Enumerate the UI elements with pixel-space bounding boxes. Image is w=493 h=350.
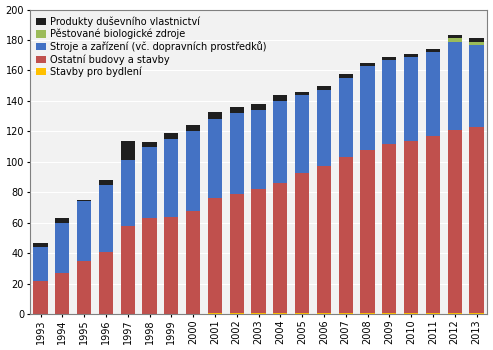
Bar bbox=[339, 313, 353, 314]
Bar bbox=[360, 66, 375, 150]
Bar bbox=[426, 52, 440, 136]
Bar bbox=[469, 38, 484, 42]
Bar bbox=[208, 313, 222, 314]
Bar bbox=[426, 49, 440, 52]
Bar bbox=[186, 211, 200, 314]
Bar bbox=[295, 95, 309, 173]
Bar bbox=[469, 127, 484, 313]
Bar bbox=[426, 136, 440, 313]
Bar bbox=[208, 119, 222, 198]
Bar bbox=[273, 313, 287, 314]
Legend: Produkty duševního vlastnictví, Pěstované biologické zdroje, Stroje a zařízení (: Produkty duševního vlastnictví, Pěstovan… bbox=[35, 14, 269, 79]
Bar bbox=[99, 252, 113, 314]
Bar bbox=[360, 313, 375, 314]
Bar bbox=[121, 141, 135, 160]
Bar bbox=[121, 160, 135, 226]
Bar bbox=[251, 313, 266, 314]
Bar bbox=[208, 112, 222, 119]
Bar bbox=[230, 313, 244, 314]
Bar bbox=[230, 107, 244, 113]
Bar bbox=[339, 78, 353, 157]
Bar bbox=[469, 42, 484, 44]
Bar bbox=[164, 133, 178, 139]
Bar bbox=[142, 142, 157, 147]
Bar bbox=[77, 202, 91, 261]
Bar bbox=[317, 86, 331, 90]
Bar bbox=[448, 130, 462, 313]
Bar bbox=[186, 125, 200, 131]
Bar bbox=[317, 90, 331, 166]
Bar bbox=[448, 42, 462, 130]
Bar bbox=[426, 313, 440, 314]
Bar bbox=[208, 198, 222, 313]
Bar bbox=[251, 189, 266, 313]
Bar bbox=[448, 35, 462, 38]
Bar bbox=[142, 147, 157, 218]
Bar bbox=[360, 63, 375, 66]
Bar bbox=[404, 57, 418, 141]
Bar bbox=[273, 183, 287, 313]
Bar bbox=[404, 313, 418, 314]
Bar bbox=[77, 261, 91, 314]
Bar bbox=[317, 166, 331, 313]
Bar bbox=[295, 313, 309, 314]
Bar bbox=[230, 113, 244, 194]
Bar bbox=[121, 226, 135, 314]
Bar bbox=[34, 243, 48, 247]
Bar bbox=[273, 101, 287, 183]
Bar bbox=[164, 217, 178, 314]
Bar bbox=[273, 95, 287, 101]
Bar bbox=[295, 92, 309, 95]
Bar bbox=[360, 150, 375, 313]
Bar bbox=[469, 44, 484, 127]
Bar bbox=[142, 218, 157, 314]
Bar bbox=[469, 313, 484, 314]
Bar bbox=[382, 57, 396, 60]
Bar bbox=[339, 74, 353, 78]
Bar bbox=[382, 60, 396, 144]
Bar bbox=[99, 180, 113, 185]
Bar bbox=[339, 157, 353, 313]
Bar bbox=[295, 173, 309, 313]
Bar bbox=[404, 54, 418, 57]
Bar bbox=[448, 38, 462, 42]
Bar bbox=[55, 218, 70, 223]
Bar bbox=[77, 200, 91, 202]
Bar bbox=[317, 313, 331, 314]
Bar bbox=[55, 223, 70, 273]
Bar bbox=[34, 281, 48, 314]
Bar bbox=[382, 313, 396, 314]
Bar bbox=[251, 104, 266, 110]
Bar bbox=[251, 110, 266, 189]
Bar bbox=[99, 185, 113, 252]
Bar bbox=[448, 313, 462, 314]
Bar bbox=[382, 144, 396, 313]
Bar bbox=[404, 141, 418, 313]
Bar bbox=[164, 139, 178, 217]
Bar bbox=[186, 131, 200, 211]
Bar bbox=[34, 247, 48, 281]
Bar bbox=[55, 273, 70, 314]
Bar bbox=[230, 194, 244, 313]
